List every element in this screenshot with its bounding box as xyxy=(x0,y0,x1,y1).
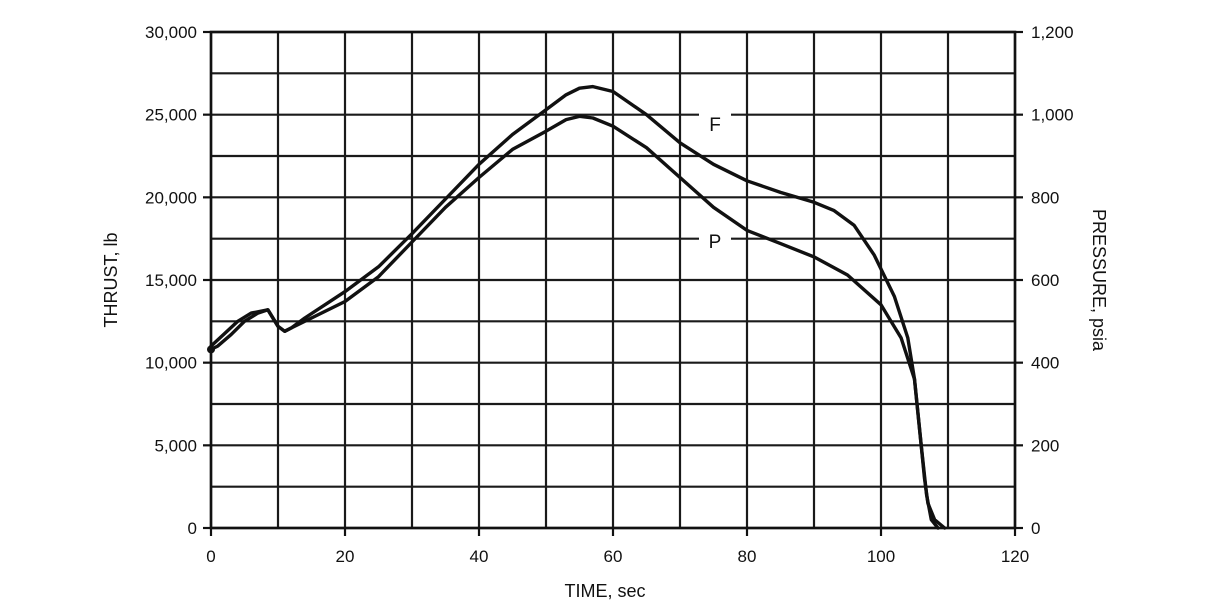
x-tick-label: 100 xyxy=(867,547,895,566)
y-tick-label: 30,000 xyxy=(145,23,197,42)
series-label-f-backdrop xyxy=(699,111,731,139)
series-label-f: F xyxy=(709,115,721,136)
axes xyxy=(203,30,1023,536)
y-tick-label: 25,000 xyxy=(145,106,197,125)
y-axis-title: THRUST, lb xyxy=(101,232,121,327)
y2-tick-label: 400 xyxy=(1031,354,1059,373)
x-axis-title: TIME, sec xyxy=(564,581,645,601)
x-tick-label: 120 xyxy=(1001,547,1029,566)
x-tick-label: 40 xyxy=(470,547,489,566)
series-lines xyxy=(207,84,947,530)
y2-tick-label: 200 xyxy=(1031,436,1059,455)
grid xyxy=(209,30,1017,530)
y-tick-label: 15,000 xyxy=(145,271,197,290)
start-point-marker xyxy=(207,345,215,354)
x-tick-label: 60 xyxy=(604,547,623,566)
y-tick-label: 0 xyxy=(188,519,197,538)
y2-tick-label: 600 xyxy=(1031,271,1059,290)
x-tick-label: 20 xyxy=(336,547,355,566)
series-line-f xyxy=(209,84,947,530)
y-tick-label: 5,000 xyxy=(154,436,197,455)
series-line-p xyxy=(209,114,940,530)
tick-labels: 0 20 40 60 80 100 12005,00010,00015,00020,0002… xyxy=(145,23,1074,566)
x-tick-label: 80 xyxy=(738,547,757,566)
y2-tick-label: 1,000 xyxy=(1031,106,1074,125)
y-tick-label: 20,000 xyxy=(145,188,197,207)
y2-axis-title: PRESSURE, psia xyxy=(1089,209,1109,352)
x-tick-label: 0 xyxy=(206,547,215,566)
y2-tick-label: 800 xyxy=(1031,188,1059,207)
series-label-p-backdrop xyxy=(699,228,731,256)
y2-tick-label: 1,200 xyxy=(1031,23,1074,42)
series-label-p: P xyxy=(709,232,722,253)
y-tick-label: 10,000 xyxy=(145,354,197,373)
y2-tick-label: 0 xyxy=(1031,519,1040,538)
